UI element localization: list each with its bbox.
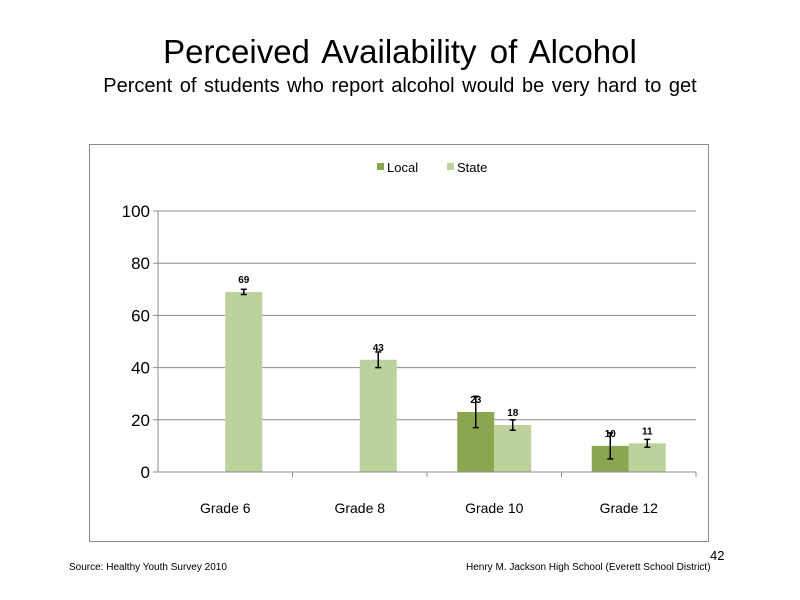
slide-title: Perceived Availability of Alcohol bbox=[163, 33, 637, 70]
bar-state bbox=[359, 359, 397, 472]
data-label: 23 bbox=[470, 395, 482, 406]
y-tick-label: 20 bbox=[131, 411, 150, 430]
legend-swatch-state bbox=[447, 163, 454, 170]
x-tick-label: Grade 12 bbox=[600, 500, 659, 516]
data-label: 43 bbox=[373, 343, 385, 354]
data-label: 69 bbox=[238, 275, 250, 286]
y-tick-label: 0 bbox=[141, 463, 150, 482]
data-label: 11 bbox=[642, 426, 653, 437]
school-name: Henry M. Jackson High School (Everett Sc… bbox=[466, 562, 711, 573]
x-tick-label: Grade 10 bbox=[465, 500, 524, 516]
data-label: 18 bbox=[507, 408, 519, 419]
legend-swatch-local bbox=[377, 163, 384, 170]
x-tick-label: Grade 8 bbox=[334, 500, 385, 516]
source-note: Source: Healthy Youth Survey 2010 bbox=[69, 562, 227, 573]
legend-label: Local bbox=[387, 160, 418, 175]
bar-state bbox=[628, 443, 666, 472]
x-tick-label: Grade 6 bbox=[200, 500, 251, 516]
y-tick-label: 80 bbox=[131, 254, 150, 273]
y-tick-label: 60 bbox=[131, 306, 150, 325]
data-label: 10 bbox=[605, 429, 617, 440]
chart-frame: 0 20 40 60 80 100 Grade 6 69 Grade 8 43 Grade 10 23… bbox=[89, 144, 709, 542]
bar-chart: 0 20 40 60 80 100 Grade 6 69 Grade 8 43 Grade 10 23… bbox=[122, 160, 697, 516]
legend-label: State bbox=[457, 160, 487, 175]
y-tick-label: 100 bbox=[122, 202, 150, 221]
bar-state bbox=[225, 291, 263, 472]
slide-number: 42 bbox=[710, 548, 725, 563]
slide-subtitle: Percent of students who report alcohol w… bbox=[103, 75, 697, 97]
bar-state bbox=[494, 425, 532, 472]
y-tick-label: 40 bbox=[131, 359, 150, 378]
